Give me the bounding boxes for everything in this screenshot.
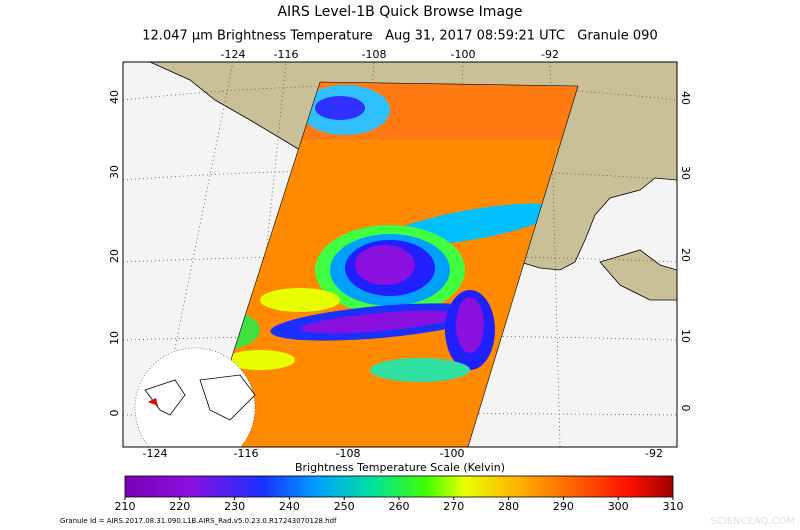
lat-label-right: 40 — [679, 91, 692, 105]
lon-label-bottom: -116 — [234, 447, 259, 460]
lon-label-top: -92 — [541, 48, 559, 61]
lat-label-left: 30 — [108, 165, 121, 179]
lon-label-top: -108 — [362, 48, 387, 61]
lon-label-bottom: -124 — [143, 447, 168, 460]
colorbar-tick-label: 210 — [115, 500, 136, 513]
lat-label-right: 0 — [679, 405, 692, 412]
map-frame — [122, 61, 678, 448]
swath — [203, 82, 578, 447]
lon-label-top: -100 — [451, 48, 476, 61]
map-area — [123, 62, 677, 447]
colorbar-tick-label: 280 — [498, 500, 519, 513]
lon-label-bottom: -108 — [336, 447, 361, 460]
colorbar-tick-label: 230 — [224, 500, 245, 513]
land — [599, 249, 677, 301]
colorbar-tick-label: 250 — [334, 500, 355, 513]
lon-label-top: -116 — [274, 48, 299, 61]
colorbar-tick-label: 310 — [663, 500, 684, 513]
colorbar-title: Brightness Temperature Scale (Kelvin) — [295, 461, 505, 474]
colorbar-tick-label: 270 — [443, 500, 464, 513]
lat-label-right: 30 — [679, 166, 692, 180]
lon-label-top: -124 — [221, 48, 246, 61]
lon-label-bottom: -92 — [645, 447, 663, 460]
colorbar-tick-label: 290 — [553, 500, 574, 513]
subtitle: 12.047 µm Brightness Temperature Aug 31,… — [142, 29, 657, 44]
lat-label-left: 0 — [108, 410, 121, 417]
lat-label-left: 20 — [108, 249, 121, 263]
lon-label-bottom: -100 — [440, 447, 465, 460]
swath-outline — [202, 81, 579, 447]
lat-label-left: 40 — [108, 90, 121, 104]
colorbar — [124, 475, 674, 498]
lat-label-left: 10 — [108, 331, 121, 345]
globe-inset — [134, 347, 256, 447]
lat-label-right: 10 — [679, 329, 692, 343]
colorbar-tick-label: 260 — [389, 500, 410, 513]
watermark: SCIENCEAQ.COM — [710, 516, 795, 527]
colorbar-tick-label: 220 — [169, 500, 190, 513]
granule-id: Granule Id = AIRS.2017.08.31.090.L1B.AIR… — [60, 517, 337, 525]
lat-label-right: 20 — [679, 248, 692, 262]
colorbar-tick-label: 300 — [608, 500, 629, 513]
title: AIRS Level-1B Quick Browse Image — [277, 4, 522, 20]
colorbar-tick-label: 240 — [279, 500, 300, 513]
